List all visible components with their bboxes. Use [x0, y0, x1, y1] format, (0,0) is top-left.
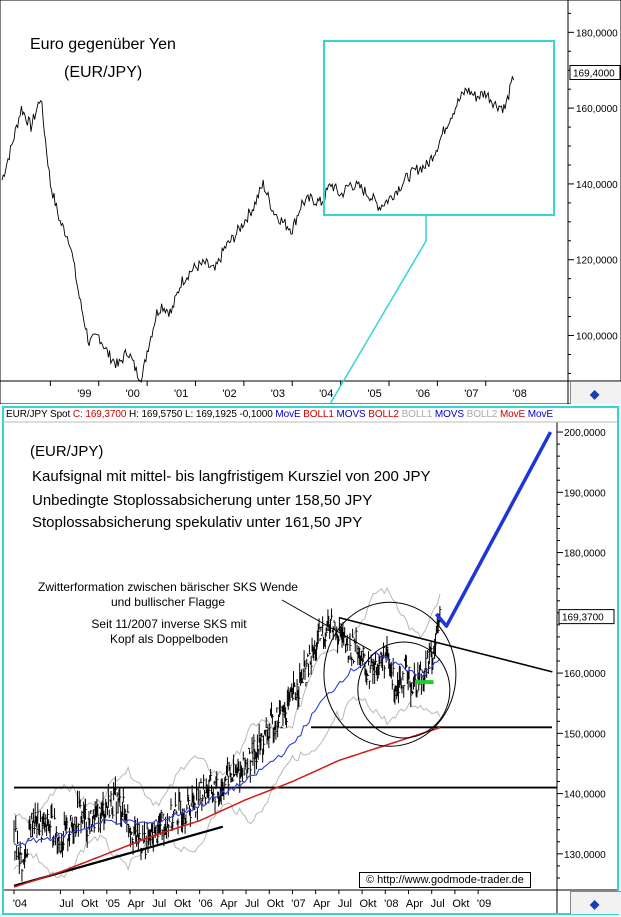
detail-y-tick-label: 140,0000: [564, 790, 606, 801]
detail-x-tick-label: Okt: [174, 898, 191, 910]
annotation-pointer-line: [281, 599, 372, 652]
info-high: H: 169,5750: [128, 409, 183, 420]
detail-y-tick-label: 180,0000: [564, 549, 606, 560]
detail-x-tick-label: Apr: [220, 898, 237, 910]
info-change: -0,1000: [239, 409, 273, 420]
annotation-buy-signal: Kaufsignal mit mittel- bis langfristigem…: [32, 468, 431, 485]
detail-y-tick-label: 160,0000: [564, 669, 606, 680]
detail-x-tick-label: Jul: [338, 898, 352, 910]
overview-chart-subtitle: (EUR/JPY): [64, 64, 143, 81]
overview-x-tick-label: '06: [416, 388, 430, 400]
overview-price-line: [1, 76, 515, 384]
overview-x-tick-label: '03: [271, 388, 285, 400]
bollinger-lower-band: [13, 696, 441, 879]
detail-x-tick-label: Apr: [406, 898, 423, 910]
overview-y-tick-label: 180,0000: [576, 28, 618, 39]
overview-x-tick-label: '07: [464, 388, 478, 400]
falling-resistance-line: [338, 616, 553, 673]
annotation-formation-1: Zwitterformation zwischen bärischer SKS …: [38, 580, 298, 594]
detail-chart: 130,0000140,0000150,0000160,0000170,0000…: [2, 406, 621, 915]
overview-x-tick-label: '05: [367, 388, 381, 400]
overview-frame: [0, 0, 621, 404]
overview-y-tick-label: 120,0000: [576, 256, 618, 267]
detail-chart-svg: 130,0000140,0000150,0000160,0000170,0000…: [4, 421, 617, 913]
detail-x-tick-label: Okt: [81, 898, 98, 910]
overview-x-tick-label: '02: [222, 388, 236, 400]
annotation-stop-loss-2: Stoplossabsicherung spekulativ unter 161…: [32, 514, 363, 531]
annotation-pair: (EUR/JPY): [30, 443, 104, 460]
overview-chart-svg: 100,0000 120,0000 140,0000 160,0000 180,0000…: [0, 0, 621, 404]
chart-settings-icon: ◆: [590, 387, 600, 401]
detail-x-tick-label: '05: [106, 898, 120, 910]
detail-last-price-box: [558, 609, 615, 625]
detail-x-tick-label: '04: [13, 898, 27, 910]
overview-y-tick-label: 160,0000: [576, 104, 618, 115]
sks-circle-large: [323, 601, 457, 747]
detail-last-price-label: 169,3700: [562, 613, 604, 624]
overview-chart-title: Euro gegenüber Yen: [30, 36, 176, 53]
detail-x-tick-label: '06: [198, 898, 212, 910]
detail-x-tick-label: Apr: [313, 898, 330, 910]
chart-info-line: EUR/JPY Spot C: 169,3700 H: 169,5750 L: …: [6, 409, 553, 420]
detail-x-tick-label: Jul: [245, 898, 259, 910]
detail-x-tick-label: Jul: [431, 898, 445, 910]
annotation-stop-loss-1: Unbedingte Stoplossabsicherung unter 158…: [32, 492, 373, 509]
annotation-sks-1: Seit 11/2007 inverse SKS mit: [91, 617, 247, 631]
study-label: BOLL1: [303, 409, 337, 420]
red-moving-average: [13, 726, 441, 888]
study-label: MOVS: [434, 409, 467, 420]
overview-last-price-label: 169,4000: [573, 68, 615, 79]
overview-y-tick-label: 140,0000: [576, 180, 618, 191]
detail-y-tick-label: 130,0000: [564, 850, 606, 861]
study-label: MOVS: [336, 409, 369, 420]
detail-x-tick-label: Apr: [127, 898, 144, 910]
detail-y-tick-label: 190,0000: [564, 488, 606, 499]
study-label: MovE: [499, 409, 528, 420]
detail-x-tick-label: Okt: [452, 898, 469, 910]
overview-x-tick-label: '01: [174, 388, 188, 400]
overview-y-tick-label: 100,0000: [576, 332, 618, 343]
overview-x-tick-label: '99: [77, 388, 91, 400]
overview-chart: 100,0000 120,0000 140,0000 160,0000 180,0000…: [0, 0, 621, 404]
detail-y-tick-label: 200,0000: [564, 428, 606, 439]
target-projection-arrow: [434, 431, 553, 628]
detail-x-tick-label: '08: [384, 898, 398, 910]
info-studies: MovE BOLL1 MOVS BOLL2 BOLL1 MOVS BOLL2 M…: [275, 409, 553, 420]
info-close: C: 169,3700: [72, 409, 127, 420]
detail-x-tick-label: '09: [477, 898, 491, 910]
study-label: BOLL2: [368, 409, 402, 420]
annotation-formation-2: und bullischer Flagge: [110, 595, 226, 609]
study-label: BOLL1: [401, 409, 435, 420]
study-label: BOLL2: [466, 409, 500, 420]
detail-x-tick-label: Okt: [267, 898, 284, 910]
zoom-connector-line: [329, 215, 427, 404]
study-label: MovE: [527, 409, 553, 420]
detail-x-tick-label: Jul: [152, 898, 166, 910]
chart-settings-icon: ◆: [590, 897, 600, 911]
info-low: L: 169,1925: [185, 409, 237, 420]
copyright-label: © http://www.godmode-trader.de: [359, 872, 531, 888]
overview-x-tick-label: '00: [126, 388, 140, 400]
detail-y-tick-label: 150,0000: [564, 729, 606, 740]
sks-circle-small: [357, 641, 451, 739]
price-bars: [13, 605, 442, 882]
annotation-sks-2: Kopf als Doppelboden: [109, 632, 229, 646]
overview-last-price-box: [569, 64, 621, 80]
zoom-highlight-box: [323, 40, 555, 216]
detail-x-tick-label: Okt: [360, 898, 377, 910]
overview-x-tick-label: '04: [319, 388, 333, 400]
overview-settings-button[interactable]: ◆: [570, 381, 621, 404]
detail-settings-button[interactable]: ◆: [570, 891, 621, 914]
overview-x-tick-label: '08: [513, 388, 527, 400]
info-symbol: EUR/JPY Spot: [6, 409, 71, 420]
study-label: MovE: [275, 409, 304, 420]
detail-x-tick-label: Jul: [59, 898, 73, 910]
detail-x-tick-label: '07: [291, 898, 305, 910]
